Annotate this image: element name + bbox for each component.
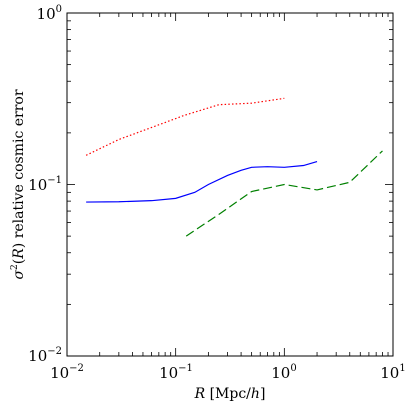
- x-tick-label-2: 100: [271, 363, 296, 382]
- y-tick-label-1: 10−1: [28, 175, 62, 194]
- series-layer: [85, 97, 383, 237]
- series-line-dashed: [185, 150, 383, 237]
- x-axis-label: R [Mpc/h]: [194, 386, 266, 402]
- major-ticks: [66, 12, 394, 357]
- y-axis-label: σ2(R) relative cosmic error: [10, 89, 27, 279]
- x-tick-label-3: 101: [380, 363, 405, 382]
- plot-frame: [66, 12, 394, 357]
- series-line-solid: [86, 161, 318, 203]
- x-tick-label-0: 10−2: [50, 363, 84, 382]
- minor-ticks: [67, 13, 393, 356]
- y-tick-label-2: 100: [37, 4, 62, 23]
- x-tick-label-1: 10−1: [159, 363, 193, 382]
- series-line-dotted: [85, 97, 285, 156]
- y-tick-label-0: 10−2: [28, 346, 62, 365]
